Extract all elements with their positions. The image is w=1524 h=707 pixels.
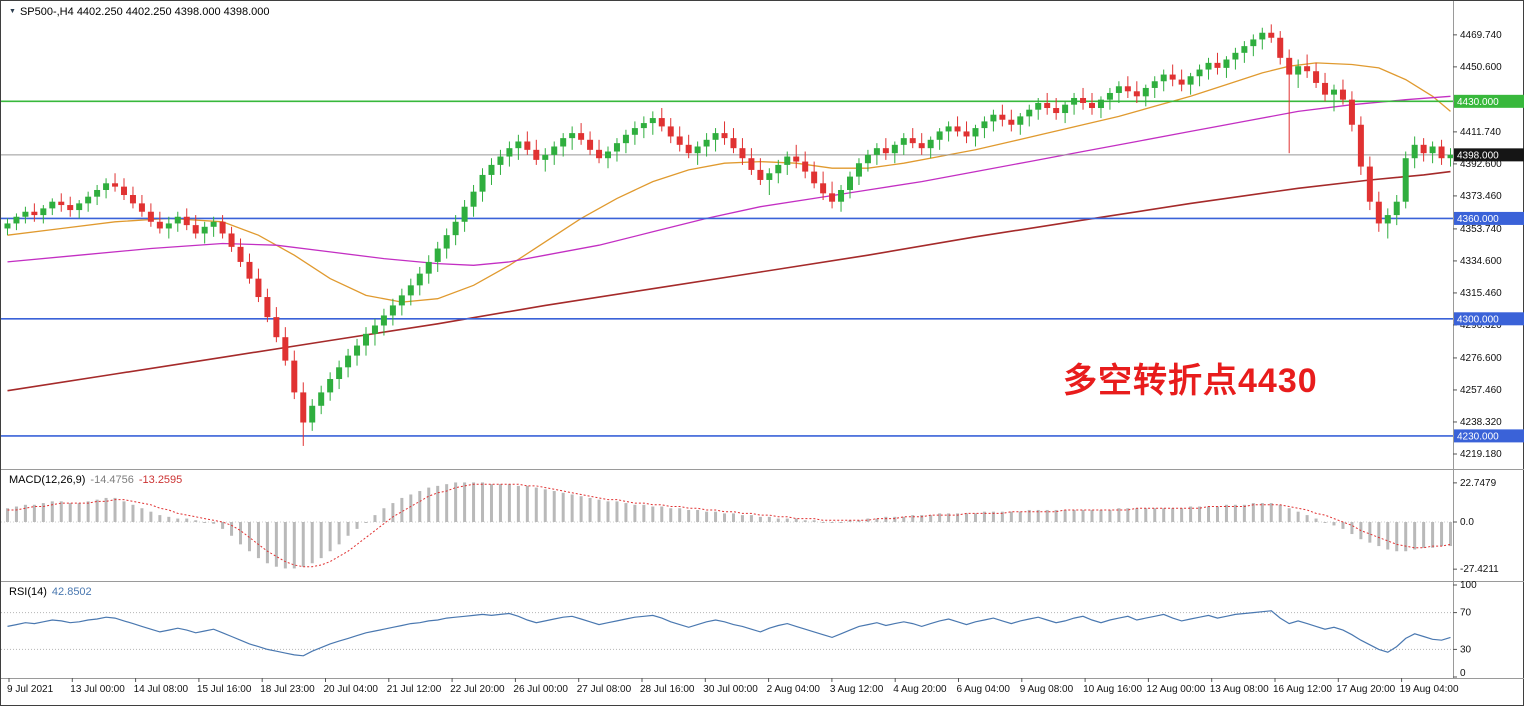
hline-price-label — [1454, 94, 1524, 108]
svg-text:14 Jul 08:00: 14 Jul 08:00 — [134, 684, 189, 695]
svg-text:27 Jul 08:00: 27 Jul 08:00 — [577, 684, 632, 695]
rsi-line — [7, 610, 1451, 657]
price-annotation[interactable]: 多空转折点4430 — [1063, 362, 1318, 400]
svg-text:28 Jul 16:00: 28 Jul 16:00 — [640, 684, 695, 695]
svg-text:4353.740: 4353.740 — [1460, 224, 1502, 235]
svg-text:13 Jul 00:00: 13 Jul 00:00 — [70, 684, 125, 695]
svg-text:0: 0 — [1460, 668, 1466, 679]
symbol-title: SP500-,H4 — [19, 6, 74, 18]
svg-text:4430.000: 4430.000 — [1457, 97, 1499, 108]
svg-text:4219.180: 4219.180 — [1460, 449, 1502, 460]
svg-text:30: 30 — [1460, 644, 1472, 655]
svg-text:4392.600: 4392.600 — [1460, 159, 1502, 170]
svg-text:4373.460: 4373.460 — [1460, 191, 1502, 202]
macd-name: MACD(12,26,9) — [9, 474, 86, 486]
ma-slow-darkred — [7, 170, 1451, 392]
svg-text:4296.320: 4296.320 — [1460, 320, 1502, 331]
svg-text:9 Jul 2021: 9 Jul 2021 — [7, 684, 54, 695]
rsi-pane — [1, 610, 1453, 657]
macd-signal-line — [7, 483, 1451, 568]
rsi-value: 42.8502 — [51, 586, 92, 598]
svg-text:13 Aug 08:00: 13 Aug 08:00 — [1210, 684, 1269, 695]
svg-text:0.0: 0.0 — [1460, 517, 1474, 528]
svg-text:19 Aug 04:00: 19 Aug 04:00 — [1400, 684, 1459, 695]
hline-price-label — [1454, 429, 1524, 443]
hline-price-label — [1454, 211, 1524, 225]
svg-text:21 Jul 12:00: 21 Jul 12:00 — [387, 684, 442, 695]
candles — [4, 24, 1454, 446]
svg-text:100: 100 — [1460, 580, 1477, 591]
svg-text:9 Aug 08:00: 9 Aug 08:00 — [1020, 684, 1074, 695]
time-axis: 9 Jul 2021 13 Jul 00:00 14 Jul 08:00 15 Jul… — [1, 469, 1524, 695]
svg-text:4276.600: 4276.600 — [1460, 353, 1502, 364]
price-pane — [1, 24, 1454, 446]
macd-signal-value: -13.2595 — [138, 474, 183, 486]
svg-text:22 Jul 20:00: 22 Jul 20:00 — [450, 684, 505, 695]
svg-text:15 Jul 16:00: 15 Jul 16:00 — [197, 684, 252, 695]
svg-text:4315.460: 4315.460 — [1460, 288, 1502, 299]
svg-text:4450.600: 4450.600 — [1460, 62, 1502, 73]
svg-text:3 Aug 12:00: 3 Aug 12:00 — [830, 684, 884, 695]
svg-text:4469.740: 4469.740 — [1460, 30, 1502, 41]
price-axis: 4469.740 4450.600 4411.740 4392.600 4373.460… — [1453, 1, 1524, 679]
svg-text:16 Aug 12:00: 16 Aug 12:00 — [1273, 684, 1332, 695]
svg-text:17 Aug 20:00: 17 Aug 20:00 — [1336, 684, 1395, 695]
svg-text:26 Jul 00:00: 26 Jul 00:00 — [513, 684, 568, 695]
svg-text:22.7479: 22.7479 — [1460, 478, 1497, 489]
svg-text:4360.000: 4360.000 — [1457, 214, 1499, 225]
svg-text:70: 70 — [1460, 608, 1472, 619]
svg-text:-27.4211: -27.4211 — [1460, 564, 1499, 575]
svg-text:4238.320: 4238.320 — [1460, 417, 1502, 428]
symbol-ohlc: 4402.250 4402.250 4398.000 4398.000 — [76, 6, 270, 18]
svg-text:4230.000: 4230.000 — [1457, 431, 1499, 442]
svg-text:4398.000: 4398.000 — [1457, 150, 1499, 161]
macd-pane — [1, 482, 1453, 569]
macd-indicator-label: MACD(12,26,9) -14.4756 -13.2595 — [9, 474, 182, 486]
rsi-indicator-label: RSI(14) 42.8502 — [9, 586, 92, 598]
svg-text:30 Jul 00:00: 30 Jul 00:00 — [703, 684, 758, 695]
svg-text:18 Jul 23:00: 18 Jul 23:00 — [260, 684, 315, 695]
rsi-name: RSI(14) — [9, 586, 47, 598]
svg-text:6 Aug 04:00: 6 Aug 04:00 — [957, 684, 1011, 695]
svg-text:2 Aug 04:00: 2 Aug 04:00 — [767, 684, 821, 695]
svg-text:12 Aug 00:00: 12 Aug 00:00 — [1146, 684, 1205, 695]
ma-mid-magenta — [7, 95, 1451, 266]
svg-text:10 Aug 16:00: 10 Aug 16:00 — [1083, 684, 1142, 695]
svg-text:4334.600: 4334.600 — [1460, 256, 1502, 267]
svg-text:20 Jul 04:00: 20 Jul 04:00 — [324, 684, 379, 695]
ma-fast-orange — [7, 62, 1451, 303]
svg-text:4300.000: 4300.000 — [1457, 314, 1499, 325]
svg-text:4 Aug 20:00: 4 Aug 20:00 — [893, 684, 947, 695]
svg-text:4411.740: 4411.740 — [1460, 127, 1501, 138]
chart-header: ▼ SP500-,H4 4402.250 4402.250 4398.000 43… — [9, 6, 270, 18]
hline-price-label — [1454, 312, 1524, 326]
svg-text:4257.460: 4257.460 — [1460, 385, 1502, 396]
macd-histogram — [5, 482, 1453, 569]
chart-menu-icon[interactable]: ▼ — [9, 8, 16, 15]
macd-main-value: -14.4756 — [90, 474, 134, 486]
current-price-label — [1454, 148, 1524, 162]
